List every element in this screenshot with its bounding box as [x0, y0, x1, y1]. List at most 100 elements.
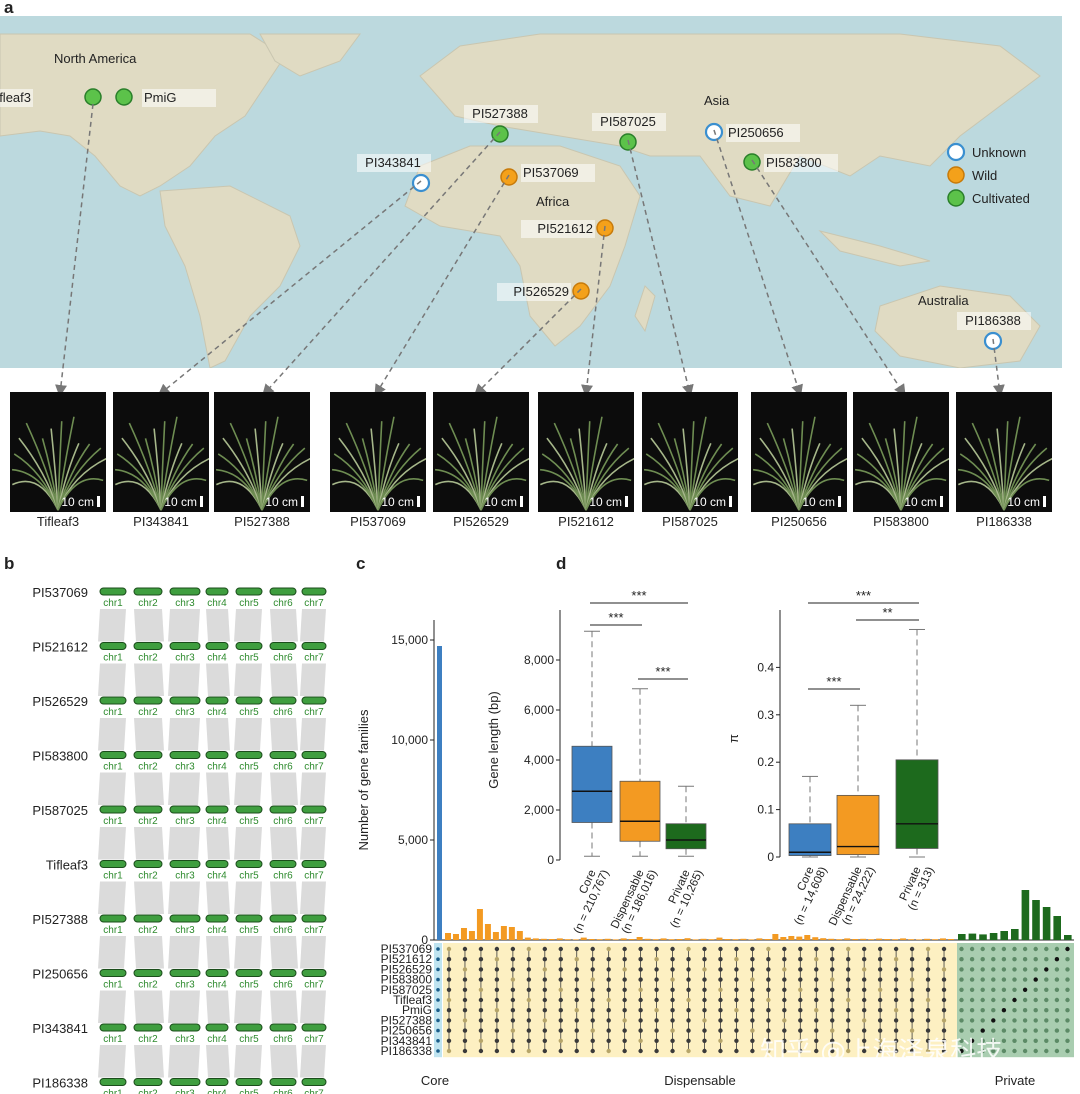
box-y-axis-title: Gene length (bp) [486, 691, 501, 789]
chromosome-label-chr3: chr3 [175, 816, 195, 827]
matrix-dot [494, 1038, 500, 1043]
matrix-dot [606, 1018, 611, 1023]
matrix-dot [654, 1008, 659, 1013]
genome-label-PI186338: PI186338 [32, 1076, 88, 1091]
chromosome-bar-chr1 [99, 642, 127, 650]
accession-label-bg [142, 89, 216, 107]
matrix-dot [846, 957, 851, 962]
chromosome-label-chr4: chr4 [207, 925, 227, 936]
matrix-dot [766, 1018, 771, 1023]
matrix-dot [478, 977, 484, 982]
matrix-dot [814, 957, 819, 962]
matrix-dot [702, 977, 707, 982]
matrix-dot [446, 967, 452, 972]
genome-label-PI587025: PI587025 [32, 803, 88, 818]
chromosome-bar-chr3 [169, 914, 201, 923]
matrix-dot [702, 1038, 707, 1043]
matrix-dot [446, 1038, 452, 1043]
plant-silhouette: 10 cm [643, 416, 738, 511]
matrix-dot [1001, 1028, 1007, 1033]
matrix-dot [734, 997, 739, 1003]
upset-bar-dispensable [580, 937, 587, 940]
matrix-dot [861, 997, 867, 1003]
synteny-link [98, 990, 126, 1023]
matrix-dot [606, 977, 611, 982]
scale-bar-label: 10 cm [265, 495, 298, 509]
matrix-dot [670, 1048, 675, 1054]
chromosome-label-chr4: chr4 [207, 1089, 227, 1094]
matrix-dot [861, 987, 867, 992]
matrix-dot [1022, 957, 1028, 962]
matrix-dot [1033, 997, 1038, 1003]
matrix-dot [969, 1018, 975, 1023]
matrix-dot [670, 1028, 675, 1033]
matrix-dot [526, 977, 532, 982]
scale-bar-label: 10 cm [904, 495, 937, 509]
chromosome-bar-chr2 [133, 860, 163, 868]
matrix-dot [590, 997, 595, 1003]
synteny-link [168, 663, 200, 696]
matrix-dot [980, 1038, 985, 1043]
matrix-dot [478, 1038, 484, 1043]
box-y-axis-title: π [726, 734, 741, 743]
upset-bar-dispensable [940, 938, 947, 940]
matrix-dot [798, 997, 803, 1003]
upset-bar-dispensable [828, 938, 835, 940]
plant-photo-label: PI526529 [453, 514, 509, 529]
matrix-dot [1065, 977, 1070, 982]
chromosome-label-chr2: chr2 [138, 1089, 158, 1094]
matrix-dot [702, 1028, 707, 1033]
matrix-dot [526, 997, 532, 1003]
matrix-dot-core [436, 1049, 440, 1053]
matrix-dot [542, 946, 548, 952]
matrix-row-label-PI526529: PI526529 [381, 962, 433, 976]
upset-bar-dispensable [916, 939, 923, 940]
upset-bar-dispensable [700, 938, 707, 940]
genome-label-PI250656: PI250656 [32, 967, 88, 982]
chromosome-bar-chr7 [301, 1023, 327, 1032]
accession-marker-PI343841 [411, 173, 431, 193]
matrix-dot [494, 997, 500, 1003]
matrix-dot [494, 1048, 500, 1054]
upset-bar-private [1011, 929, 1019, 940]
matrix-dot [686, 1038, 691, 1043]
matrix-dot [558, 977, 563, 982]
matrix-dot [702, 987, 707, 992]
matrix-dot [702, 1018, 707, 1023]
matrix-dot [909, 957, 915, 962]
matrix-dot [909, 1048, 915, 1054]
significance-label: ** [882, 605, 892, 620]
matrix-dot [782, 977, 787, 982]
panel-label-c: c [356, 554, 366, 573]
matrix-dot [750, 1018, 755, 1023]
matrix-dot [590, 987, 595, 992]
matrix-dot [798, 1038, 803, 1043]
matrix-dot [1054, 946, 1060, 952]
matrix-dot [494, 967, 500, 972]
matrix-dot [830, 997, 835, 1003]
chromosome-bar-chr1 [99, 1023, 127, 1032]
matrix-dot [925, 1018, 931, 1023]
chromosome-bar-chr1 [99, 860, 127, 868]
matrix-dot [750, 946, 755, 952]
chromosome-label-chr2: chr2 [138, 925, 158, 936]
accession-label-Tifleaf3: Tifleaf3 [0, 90, 31, 105]
matrix-dot [1044, 1038, 1049, 1043]
upset-bar-dispensable [708, 939, 715, 940]
significance-label: *** [826, 674, 841, 689]
chromosome-label-chr7: chr7 [304, 980, 324, 991]
chromosome-bar-chr6 [269, 1078, 297, 1086]
synteny-link [134, 609, 164, 642]
matrix-dot [1065, 997, 1070, 1003]
matrix-dot [909, 1038, 915, 1043]
matrix-dot [670, 957, 675, 962]
matrix-dot [969, 946, 975, 952]
matrix-dot [959, 987, 964, 992]
upset-y-tick-label: 15,000 [391, 633, 428, 647]
matrix-dot [510, 1048, 516, 1054]
matrix-dot [1033, 987, 1038, 992]
matrix-dot [718, 1028, 723, 1033]
matrix-dot [606, 946, 611, 952]
genome-label-Tifleaf3: Tifleaf3 [46, 858, 88, 873]
matrix-dot [766, 987, 771, 992]
